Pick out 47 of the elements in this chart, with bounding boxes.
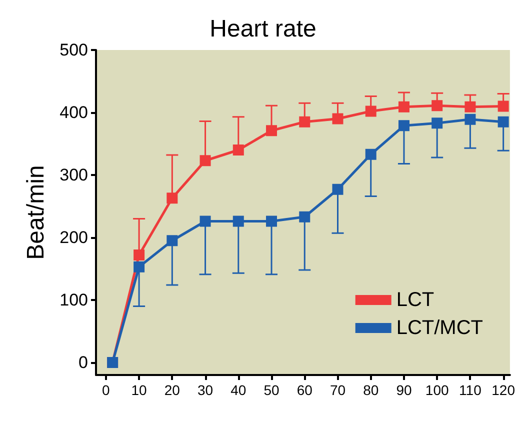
point xyxy=(166,235,178,246)
point xyxy=(266,125,278,136)
point xyxy=(498,100,509,112)
point xyxy=(332,113,344,124)
y-tick-label: 0 xyxy=(78,353,88,372)
point xyxy=(200,216,211,227)
point xyxy=(432,118,443,129)
x-tick-label: 0 xyxy=(102,382,110,398)
point xyxy=(365,148,376,160)
point xyxy=(398,120,410,132)
y-tick-label: 200 xyxy=(60,228,88,247)
chart-title: Heart rate xyxy=(210,16,316,42)
y-tick-label: 100 xyxy=(60,290,88,310)
point xyxy=(464,101,476,112)
point xyxy=(464,114,476,125)
x-tick-label: 110 xyxy=(459,382,482,398)
point xyxy=(232,144,244,156)
x-tick-label: 70 xyxy=(330,382,346,398)
x-tick-label: 60 xyxy=(296,382,313,398)
x-tick-label: 100 xyxy=(425,382,449,398)
y-axis-title: Beat/min xyxy=(22,165,50,260)
point xyxy=(134,250,145,260)
point xyxy=(332,184,344,195)
point xyxy=(200,155,211,166)
legend-label: LCT/MCT xyxy=(396,317,484,339)
x-tick-label: 20 xyxy=(164,382,180,398)
y-tick-label: 300 xyxy=(60,166,88,184)
point xyxy=(299,211,310,222)
x-tick-label: 50 xyxy=(264,382,280,398)
x-tick-label: 10 xyxy=(131,382,148,398)
point xyxy=(299,116,310,128)
point xyxy=(365,106,376,117)
point xyxy=(432,100,443,112)
y-tick-label: 500 xyxy=(60,40,88,60)
x-tick-label: 90 xyxy=(396,382,412,398)
legend-label: LCT xyxy=(396,289,434,311)
x-tick-label: 120 xyxy=(492,382,516,398)
x-tick-label: 80 xyxy=(363,382,379,398)
x-tick-label: 30 xyxy=(197,382,214,398)
point xyxy=(266,216,278,227)
point xyxy=(498,116,509,128)
y-tick-label: 400 xyxy=(60,103,88,122)
point xyxy=(398,101,410,112)
point xyxy=(134,261,145,272)
point xyxy=(166,192,178,204)
x-tick-label: 40 xyxy=(230,382,246,398)
point xyxy=(232,216,244,227)
